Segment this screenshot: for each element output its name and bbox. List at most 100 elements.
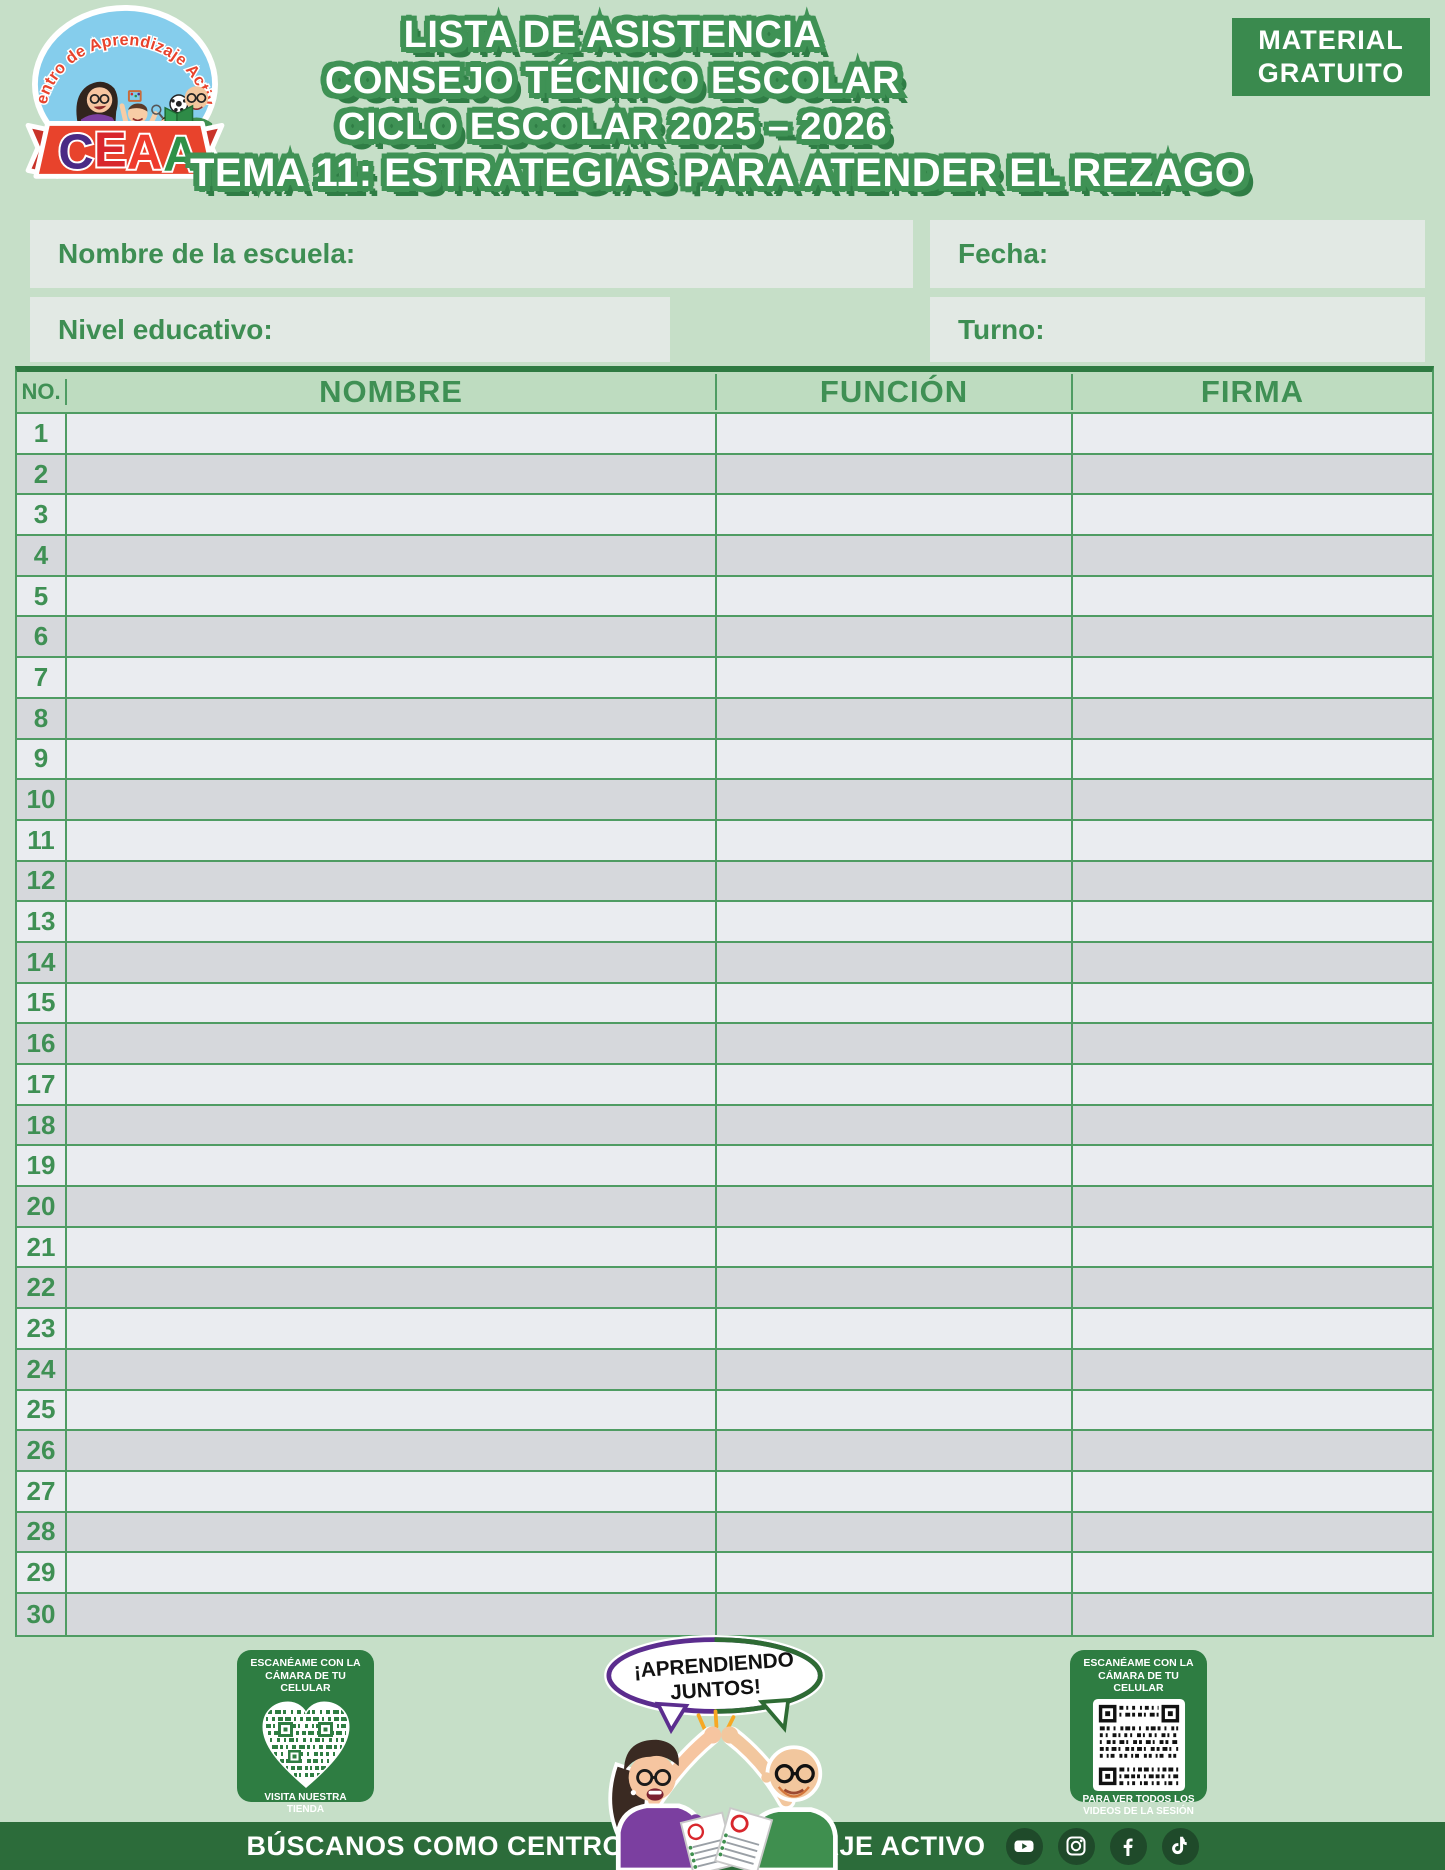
- youtube-icon[interactable]: [1005, 1827, 1043, 1865]
- name-cell[interactable]: [67, 1593, 717, 1635]
- name-cell[interactable]: [67, 414, 717, 453]
- name-cell[interactable]: [67, 1390, 717, 1430]
- name-cell[interactable]: [67, 1512, 717, 1552]
- name-cell[interactable]: [67, 1105, 717, 1145]
- facebook-icon[interactable]: [1109, 1827, 1147, 1865]
- name-cell[interactable]: [67, 536, 717, 575]
- signature-cell[interactable]: [1073, 455, 1432, 494]
- name-cell[interactable]: [67, 1431, 717, 1470]
- signature-cell[interactable]: [1073, 536, 1432, 575]
- name-cell[interactable]: [67, 780, 717, 819]
- function-cell[interactable]: [717, 414, 1073, 453]
- name-cell[interactable]: [67, 983, 717, 1023]
- signature-cell[interactable]: [1073, 414, 1432, 453]
- name-cell[interactable]: [67, 820, 717, 860]
- function-cell[interactable]: [717, 1146, 1073, 1186]
- signature-cell[interactable]: [1073, 1594, 1432, 1635]
- function-cell[interactable]: [717, 1309, 1073, 1348]
- instagram-icon[interactable]: [1057, 1827, 1095, 1865]
- function-cell[interactable]: [717, 1187, 1073, 1226]
- signature-cell[interactable]: [1073, 1431, 1432, 1470]
- name-cell[interactable]: [67, 658, 717, 697]
- school-name-field[interactable]: Nombre de la escuela:: [30, 220, 913, 288]
- function-cell[interactable]: [717, 902, 1073, 941]
- name-cell[interactable]: [67, 576, 717, 616]
- name-cell[interactable]: [67, 1553, 717, 1592]
- function-cell[interactable]: [717, 1349, 1073, 1389]
- function-cell[interactable]: [717, 1512, 1073, 1552]
- signature-cell[interactable]: [1073, 1024, 1432, 1063]
- name-cell[interactable]: [67, 454, 717, 494]
- name-cell[interactable]: [67, 1471, 717, 1511]
- signature-cell[interactable]: [1073, 1146, 1432, 1185]
- signature-cell[interactable]: [1073, 1472, 1432, 1511]
- signature-cell[interactable]: [1073, 1268, 1432, 1307]
- signature-cell[interactable]: [1073, 984, 1432, 1023]
- name-cell[interactable]: [67, 739, 717, 779]
- date-field[interactable]: Fecha:: [930, 220, 1425, 288]
- signature-cell[interactable]: [1073, 1513, 1432, 1552]
- name-cell[interactable]: [67, 495, 717, 535]
- signature-cell[interactable]: [1073, 902, 1432, 941]
- function-cell[interactable]: [717, 1471, 1073, 1511]
- function-cell[interactable]: [717, 1390, 1073, 1430]
- function-cell[interactable]: [717, 780, 1073, 819]
- name-cell[interactable]: [67, 698, 717, 738]
- shift-field[interactable]: Turno:: [930, 297, 1425, 362]
- function-cell[interactable]: [717, 576, 1073, 616]
- name-cell[interactable]: [67, 1146, 717, 1186]
- signature-cell[interactable]: [1073, 1065, 1432, 1104]
- function-cell[interactable]: [717, 983, 1073, 1023]
- name-cell[interactable]: [67, 617, 717, 657]
- function-cell[interactable]: [717, 698, 1073, 738]
- education-level-field[interactable]: Nivel educativo:: [30, 297, 670, 362]
- signature-cell[interactable]: [1073, 821, 1432, 860]
- signature-cell[interactable]: [1073, 862, 1432, 901]
- row-number: 13: [17, 902, 67, 941]
- function-cell[interactable]: [717, 942, 1073, 982]
- signature-cell[interactable]: [1073, 617, 1432, 656]
- signature-cell[interactable]: [1073, 1106, 1432, 1145]
- signature-cell[interactable]: [1073, 1350, 1432, 1389]
- function-cell[interactable]: [717, 861, 1073, 901]
- function-cell[interactable]: [717, 1105, 1073, 1145]
- signature-cell[interactable]: [1073, 1187, 1432, 1226]
- signature-cell[interactable]: [1073, 699, 1432, 738]
- name-cell[interactable]: [67, 1187, 717, 1226]
- signature-cell[interactable]: [1073, 740, 1432, 779]
- function-cell[interactable]: [717, 1268, 1073, 1308]
- name-cell[interactable]: [67, 1349, 717, 1389]
- function-cell[interactable]: [717, 495, 1073, 535]
- name-cell[interactable]: [67, 1309, 717, 1348]
- signature-cell[interactable]: [1073, 1228, 1432, 1267]
- name-cell[interactable]: [67, 1024, 717, 1063]
- name-cell[interactable]: [67, 942, 717, 982]
- signature-cell[interactable]: [1073, 780, 1432, 819]
- signature-cell[interactable]: [1073, 1309, 1432, 1348]
- signature-cell[interactable]: [1073, 1553, 1432, 1592]
- signature-cell[interactable]: [1073, 495, 1432, 534]
- function-cell[interactable]: [717, 1024, 1073, 1063]
- tiktok-icon[interactable]: [1161, 1827, 1199, 1865]
- signature-cell[interactable]: [1073, 1391, 1432, 1430]
- name-cell[interactable]: [67, 1227, 717, 1267]
- function-cell[interactable]: [717, 1065, 1073, 1104]
- function-cell[interactable]: [717, 658, 1073, 697]
- name-cell[interactable]: [67, 1065, 717, 1104]
- function-cell[interactable]: [717, 536, 1073, 575]
- function-cell[interactable]: [717, 1553, 1073, 1592]
- function-cell[interactable]: [717, 454, 1073, 494]
- function-cell[interactable]: [717, 739, 1073, 779]
- logo-letter-e: E: [94, 124, 127, 178]
- name-cell[interactable]: [67, 1268, 717, 1308]
- signature-cell[interactable]: [1073, 943, 1432, 982]
- function-cell[interactable]: [717, 1431, 1073, 1470]
- name-cell[interactable]: [67, 902, 717, 941]
- function-cell[interactable]: [717, 1593, 1073, 1635]
- function-cell[interactable]: [717, 617, 1073, 657]
- function-cell[interactable]: [717, 1227, 1073, 1267]
- signature-cell[interactable]: [1073, 577, 1432, 616]
- function-cell[interactable]: [717, 820, 1073, 860]
- signature-cell[interactable]: [1073, 658, 1432, 697]
- name-cell[interactable]: [67, 861, 717, 901]
